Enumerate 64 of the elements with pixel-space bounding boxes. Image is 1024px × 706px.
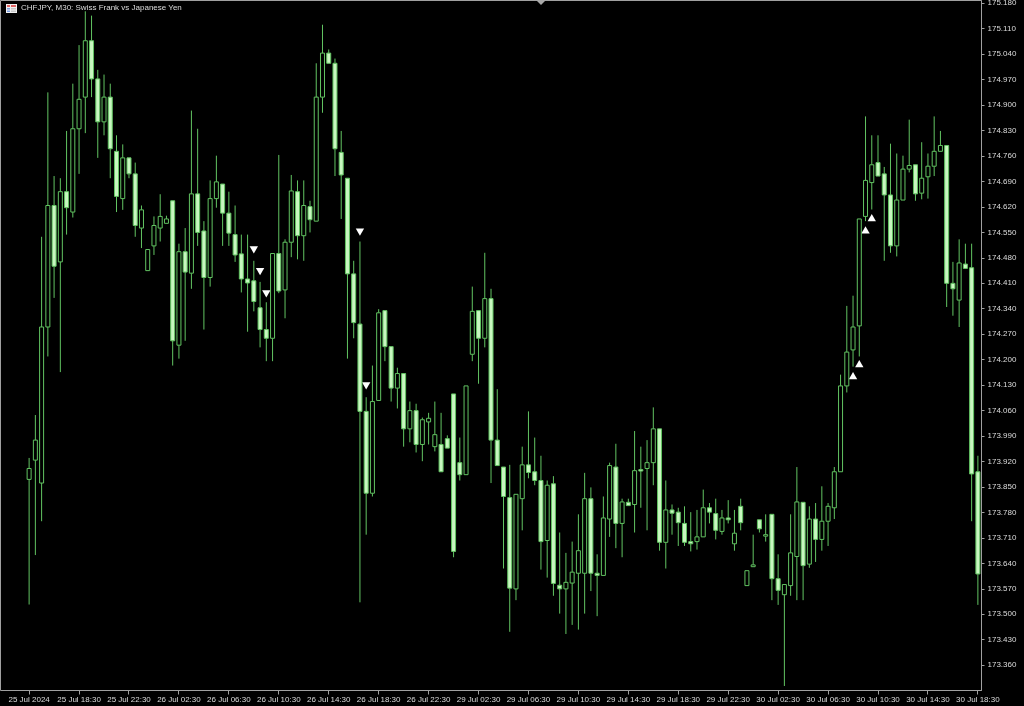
y-tick-label: 174.480 — [987, 253, 1017, 263]
x-tick-label: 26 Jul 02:30 — [157, 694, 202, 704]
x-tick-label: 26 Jul 06:30 — [207, 694, 252, 704]
candlestick — [26, 457, 32, 606]
candlestick — [501, 466, 506, 570]
y-tick-label: 175.110 — [987, 23, 1017, 33]
y-tick-label: 173.430 — [987, 634, 1017, 644]
point — [362, 382, 371, 390]
y-tick-label: 173.850 — [987, 482, 1017, 492]
x-tick-label: 30 Jul 02:30 — [756, 694, 801, 704]
y-tick-label: 173.570 — [987, 584, 1017, 594]
y-tick-label: 174.900 — [987, 100, 1017, 110]
y-tick-label: 174.620 — [987, 202, 1017, 212]
y-tick-label: 174.970 — [987, 74, 1017, 84]
point — [262, 290, 271, 298]
x-tick-label: 29 Jul 10:30 — [556, 694, 601, 704]
y-tick-label: 174.550 — [987, 227, 1017, 237]
candlestick — [731, 509, 737, 552]
y-tick-label: 174.270 — [987, 329, 1017, 339]
y-tick-label: 173.780 — [987, 507, 1017, 517]
x-tick-label: 26 Jul 10:30 — [257, 694, 302, 704]
y-tick-label: 173.920 — [987, 456, 1017, 466]
y-tick-label: 174.830 — [987, 125, 1017, 135]
candlestick — [750, 534, 756, 568]
point — [867, 213, 876, 222]
x-tick-label: 25 Jul 2024 — [8, 694, 51, 704]
y-tick-label: 174.200 — [987, 354, 1017, 364]
y-tick-label: 173.500 — [987, 609, 1017, 619]
x-tick-label: 26 Jul 18:30 — [356, 694, 402, 704]
candlestick — [145, 249, 151, 272]
candlestick — [744, 570, 750, 587]
point — [355, 228, 365, 236]
x-tick-label: 25 Jul 18:30 — [57, 694, 102, 704]
x-tick-label: 30 Jul 10:30 — [856, 694, 901, 704]
x-tick-label: 26 Jul 22:30 — [406, 694, 451, 704]
x-tick-label: 30 Jul 06:30 — [806, 694, 851, 704]
y-tick-label: 174.340 — [987, 303, 1017, 313]
chart-title: CHFJPY, M30: Swiss Frank vs Japanese Yen — [21, 3, 182, 12]
x-tick-label: 29 Jul 18:30 — [656, 694, 701, 704]
y-tick-label: 173.360 — [987, 660, 1017, 670]
y-tick-label: 173.640 — [987, 558, 1017, 568]
x-tick-label: 25 Jul 22:30 — [107, 694, 152, 704]
y-tick-label: 174.760 — [987, 151, 1017, 161]
x-tick-label: 26 Jul 14:30 — [306, 694, 352, 704]
point — [861, 226, 870, 234]
x-tick-label: 29 Jul 22:30 — [706, 694, 751, 704]
x-tick-label: 29 Jul 14:30 — [606, 694, 651, 704]
point — [855, 360, 864, 368]
y-tick-label: 175.180 — [987, 0, 1017, 8]
y-tick-label: 174.690 — [987, 176, 1017, 186]
x-tick-label: 30 Jul 14:30 — [906, 694, 951, 704]
y-tick-label: 175.040 — [987, 49, 1017, 59]
x-tick-label: 30 Jul 18:30 — [956, 694, 1001, 704]
x-tick-label: 29 Jul 06:30 — [506, 694, 551, 704]
point — [255, 268, 265, 276]
y-tick-label: 173.710 — [987, 533, 1017, 543]
point — [249, 246, 259, 254]
y-tick-label: 174.410 — [987, 278, 1017, 288]
y-tick-label: 173.990 — [987, 431, 1017, 441]
candlestick — [338, 130, 344, 220]
y-tick-label: 174.060 — [987, 405, 1017, 415]
x-tick-label: 29 Jul 02:30 — [456, 694, 501, 704]
y-tick-label: 174.130 — [987, 380, 1017, 390]
point — [848, 372, 858, 380]
